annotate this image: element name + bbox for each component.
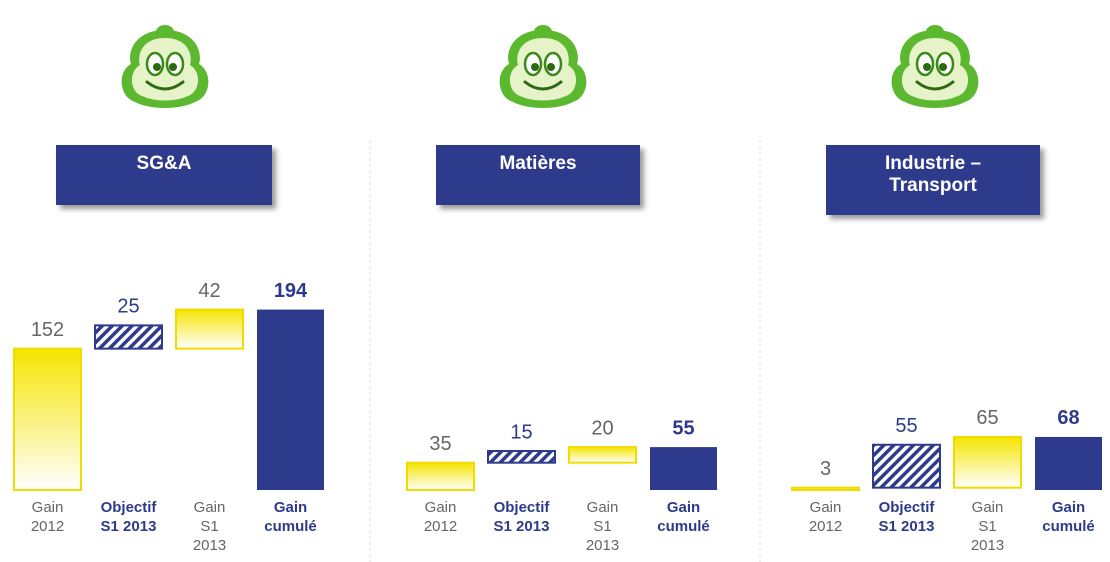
- bar: [487, 450, 556, 464]
- bar: [13, 347, 82, 492]
- category-label: cumulé: [264, 518, 317, 535]
- category-label: Gain: [667, 499, 700, 516]
- category-label: cumulé: [1042, 518, 1095, 535]
- bar: [406, 461, 475, 492]
- panel-title: Industrie – Transport: [826, 145, 1040, 215]
- category-label: S1: [593, 518, 611, 535]
- category-label: Gain: [972, 499, 1004, 516]
- value-label: 65: [976, 407, 998, 429]
- bar: [650, 447, 717, 490]
- value-label: 20: [591, 417, 613, 439]
- icon: [890, 23, 980, 110]
- panel-title: Matières: [436, 145, 640, 205]
- category-label: Gain: [425, 499, 457, 516]
- bar: [257, 309, 324, 490]
- bar: [1035, 436, 1102, 490]
- category-label: 2013: [586, 537, 619, 554]
- bar: [175, 308, 244, 350]
- value-label: 35: [429, 433, 451, 455]
- category-label: 2012: [424, 518, 457, 535]
- value-label: 55: [672, 417, 694, 439]
- bar: [568, 446, 637, 464]
- category-label: Gain: [194, 499, 226, 516]
- category-label: S1 2013: [879, 518, 935, 535]
- category-label: S1 2013: [101, 518, 157, 535]
- bar: [94, 324, 163, 350]
- category-label: Gain: [587, 499, 619, 516]
- bar: [953, 435, 1022, 489]
- category-label: S1: [200, 518, 218, 535]
- icon: [498, 23, 588, 110]
- value-label: 55: [895, 415, 917, 437]
- category-label: 2012: [31, 518, 64, 535]
- panel-title: SG&A: [56, 145, 272, 205]
- category-label: Gain: [810, 499, 842, 516]
- category-label: cumulé: [657, 518, 710, 535]
- category-label: 2013: [193, 537, 226, 554]
- category-label: 2012: [809, 518, 842, 535]
- category-label: Objectif: [879, 499, 936, 516]
- value-label: 42: [198, 280, 220, 302]
- value-label: 3: [820, 458, 831, 480]
- category-label: S1 2013: [494, 518, 550, 535]
- category-label: Gain: [1052, 499, 1085, 516]
- value-label: 25: [117, 296, 139, 318]
- category-label: Objectif: [101, 499, 158, 516]
- value-label: 152: [31, 319, 64, 341]
- category-label: S1: [978, 518, 996, 535]
- category-label: Gain: [274, 499, 307, 516]
- value-label: 68: [1057, 407, 1079, 429]
- category-label: 2013: [971, 537, 1004, 554]
- value-label: 194: [274, 280, 308, 302]
- category-label: Gain: [32, 499, 64, 516]
- bar: [791, 486, 860, 492]
- value-label: 15: [510, 421, 532, 443]
- category-label: Objectif: [494, 499, 551, 516]
- icon: [120, 23, 210, 110]
- bar: [872, 443, 941, 489]
